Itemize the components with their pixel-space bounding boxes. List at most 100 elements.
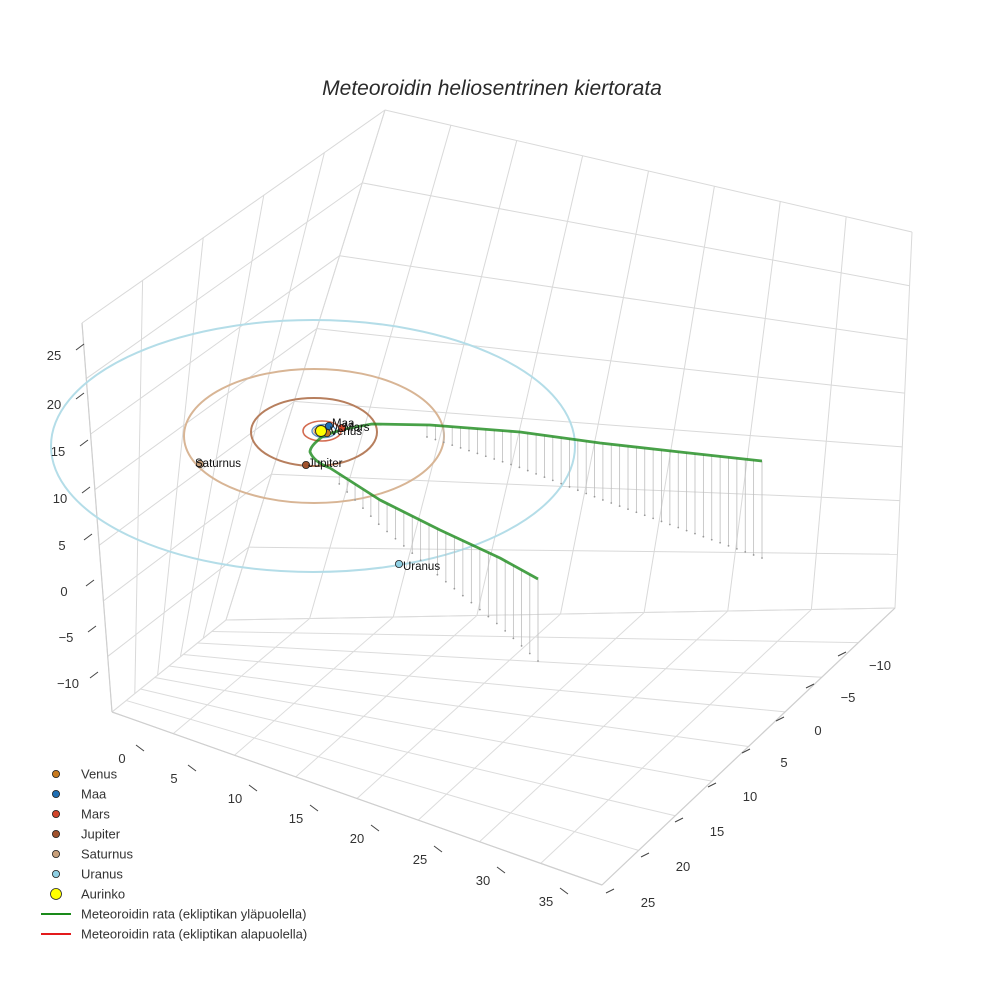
legend-swatch <box>52 850 61 859</box>
dropline-foot <box>394 537 397 540</box>
dropline-foot <box>685 529 688 532</box>
y-tick-mark <box>707 782 717 788</box>
x-tick-label: 20 <box>350 831 364 846</box>
x-tick-label: 0 <box>118 751 125 766</box>
x-tick-label: 10 <box>228 791 242 806</box>
dropline-foot <box>510 463 512 466</box>
dropline-foot <box>702 535 705 538</box>
y-tick-label: 20 <box>676 859 690 874</box>
y-tick-mark <box>674 817 684 823</box>
dropline-foot <box>744 551 747 553</box>
axis-line <box>601 607 896 886</box>
dropline-foot <box>719 541 722 544</box>
dropline-foot <box>338 483 341 485</box>
grid-line <box>476 155 584 616</box>
dropline-foot <box>495 622 498 625</box>
dropline-foot <box>386 530 388 533</box>
dropline-foot <box>451 444 454 447</box>
x-tick-mark <box>135 744 145 752</box>
dropline-foot <box>354 499 356 501</box>
chart-title: Meteoroidin heliosentrinen kiertorata <box>322 77 662 100</box>
y-tick-label: 5 <box>780 755 787 770</box>
dropline-foot <box>560 482 563 485</box>
dropline-foot <box>627 508 629 511</box>
grid-line <box>157 237 204 676</box>
dropline-foot <box>551 479 554 482</box>
dropline-foot <box>493 458 496 460</box>
planet-label-uranus: Uranus <box>403 561 440 573</box>
z-tick-mark <box>87 625 97 633</box>
dropline-foot <box>652 517 655 520</box>
x-tick-mark <box>559 887 569 895</box>
planet-label-maa: Maa <box>332 418 355 430</box>
dropline-foot <box>593 495 596 498</box>
dropline-foot <box>635 511 638 514</box>
grid-line <box>417 612 645 821</box>
planet-marker-saturnus <box>195 459 204 468</box>
dropline-foot <box>468 449 470 452</box>
z-tick-label: 20 <box>47 397 61 412</box>
dropline-foot <box>735 547 738 550</box>
dropline-foot <box>727 544 730 547</box>
sun-marker <box>315 425 327 437</box>
grid-line <box>94 328 318 491</box>
x-tick-mark <box>248 784 258 792</box>
dropline-foot <box>377 523 380 526</box>
grid-line <box>90 255 340 435</box>
grid-line <box>179 195 265 657</box>
z-tick-label: 15 <box>51 444 65 459</box>
dropline-foot <box>346 491 349 493</box>
grid-line <box>894 231 913 609</box>
z-tick-label: 10 <box>53 491 67 506</box>
legend-label: Venus <box>81 767 118 782</box>
grid-line <box>81 109 386 324</box>
z-tick-label: 25 <box>47 348 61 363</box>
grid-line <box>85 182 363 379</box>
legend-swatch <box>52 770 61 779</box>
legend-label: Maa <box>81 787 107 802</box>
dropline-foot <box>660 520 663 523</box>
x-tick-mark <box>309 804 319 812</box>
z-tick-label: −10 <box>57 676 79 691</box>
legend-label: Uranus <box>81 867 123 882</box>
dropline-foot <box>601 499 604 501</box>
dropline-foot <box>585 492 588 495</box>
grid-line <box>560 170 649 615</box>
y-tick-mark <box>741 748 751 754</box>
grid-line <box>234 616 394 756</box>
dropline-foot <box>444 580 447 583</box>
legend-label: Mars <box>81 807 110 822</box>
dropline-foot <box>436 573 439 576</box>
dropline-foot <box>504 629 507 632</box>
dropline-foot <box>518 466 521 469</box>
legend-swatch <box>52 830 61 839</box>
dropline-foot <box>459 446 462 449</box>
grid-line <box>643 186 715 613</box>
dropline-foot <box>402 545 405 547</box>
dropline-foot <box>576 489 579 492</box>
x-tick-label: 25 <box>413 852 427 867</box>
dropline-foot <box>520 645 523 647</box>
y-tick-mark <box>837 651 847 657</box>
dropline-foot <box>618 505 621 507</box>
orbit-saturnus <box>183 368 445 504</box>
dropline-foot <box>369 515 372 518</box>
dropline-foot <box>710 538 713 541</box>
legend: Venus Maa Mars Jupiter Saturnus Uranus Aurinko… <box>41 767 307 942</box>
dropline-foot <box>543 476 546 479</box>
planet-marker-mars <box>337 423 346 432</box>
y-tick-label: −10 <box>869 658 891 673</box>
grid-line <box>134 280 144 694</box>
y-tick-label: 10 <box>743 789 757 804</box>
grid-line <box>810 216 847 610</box>
z-tick-mark <box>83 533 93 541</box>
dropline-foot <box>487 615 490 618</box>
dropline-foot <box>461 594 464 597</box>
grid-line <box>107 546 250 657</box>
grid-line <box>540 609 812 864</box>
axis-line <box>111 711 603 886</box>
dropline-foot <box>434 438 437 441</box>
y-tick-mark <box>775 716 785 722</box>
dropline-foot <box>677 526 680 529</box>
